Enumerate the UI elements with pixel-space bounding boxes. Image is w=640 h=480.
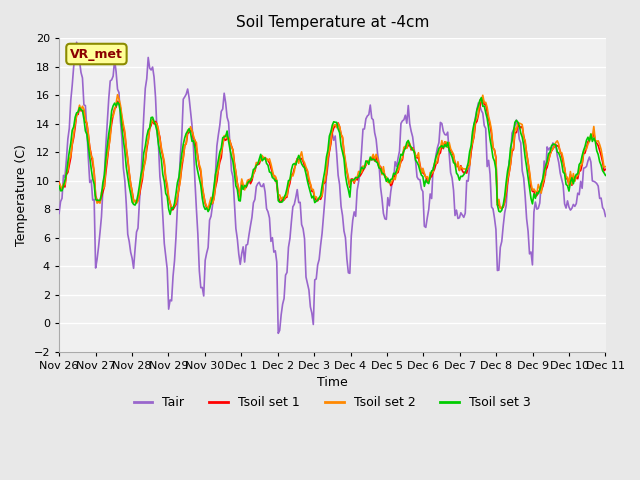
Y-axis label: Temperature (C): Temperature (C) xyxy=(15,144,28,246)
Text: VR_met: VR_met xyxy=(70,48,123,60)
Title: Soil Temperature at -4cm: Soil Temperature at -4cm xyxy=(236,15,429,30)
Legend: Tair, Tsoil set 1, Tsoil set 2, Tsoil set 3: Tair, Tsoil set 1, Tsoil set 2, Tsoil se… xyxy=(129,391,536,414)
X-axis label: Time: Time xyxy=(317,376,348,389)
